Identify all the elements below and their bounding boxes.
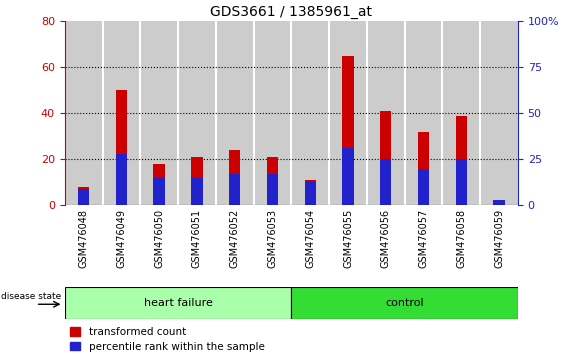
Bar [418, 132, 429, 205]
Bar [292, 21, 329, 205]
Bar [267, 174, 278, 205]
Bar [154, 178, 165, 205]
Text: GSM476059: GSM476059 [494, 209, 504, 268]
Bar [65, 21, 102, 205]
Bar [267, 157, 278, 205]
Bar [216, 21, 253, 205]
Bar [191, 178, 203, 205]
Bar [178, 21, 216, 205]
Bar [367, 21, 405, 205]
Bar [102, 21, 140, 205]
Bar [116, 154, 127, 205]
Bar [455, 115, 467, 205]
Bar [305, 180, 316, 205]
Text: GSM476050: GSM476050 [154, 209, 164, 268]
Text: GSM476051: GSM476051 [192, 209, 202, 268]
Text: GSM476048: GSM476048 [79, 209, 88, 268]
Bar [253, 21, 292, 205]
Text: GSM476058: GSM476058 [456, 209, 466, 268]
Bar [342, 56, 354, 205]
Bar [493, 200, 505, 205]
Bar [480, 21, 518, 205]
Bar [140, 21, 178, 205]
Bar [154, 164, 165, 205]
Text: GSM476056: GSM476056 [381, 209, 391, 268]
Bar [329, 21, 367, 205]
Bar [191, 157, 203, 205]
Bar [405, 21, 443, 205]
Bar [443, 21, 480, 205]
Text: GSM476057: GSM476057 [418, 209, 428, 268]
FancyBboxPatch shape [65, 287, 292, 319]
Bar [455, 159, 467, 205]
Bar [342, 148, 354, 205]
Text: GSM476055: GSM476055 [343, 209, 353, 268]
Text: GSM476054: GSM476054 [305, 209, 315, 268]
Text: GSM476053: GSM476053 [267, 209, 278, 268]
Bar [380, 111, 391, 205]
Title: GDS3661 / 1385961_at: GDS3661 / 1385961_at [211, 5, 372, 19]
Bar [305, 181, 316, 205]
Bar [380, 159, 391, 205]
Bar [116, 90, 127, 205]
Text: disease state: disease state [1, 292, 61, 301]
Text: GSM476052: GSM476052 [230, 209, 240, 268]
Bar [493, 203, 505, 205]
Bar [229, 174, 240, 205]
Bar [78, 187, 90, 205]
Bar [78, 189, 90, 205]
Bar [418, 169, 429, 205]
FancyBboxPatch shape [292, 287, 518, 319]
Text: GSM476049: GSM476049 [117, 209, 127, 268]
Text: control: control [385, 298, 424, 308]
Text: heart failure: heart failure [144, 298, 212, 308]
Legend: transformed count, percentile rank within the sample: transformed count, percentile rank withi… [70, 327, 265, 352]
Bar [229, 150, 240, 205]
